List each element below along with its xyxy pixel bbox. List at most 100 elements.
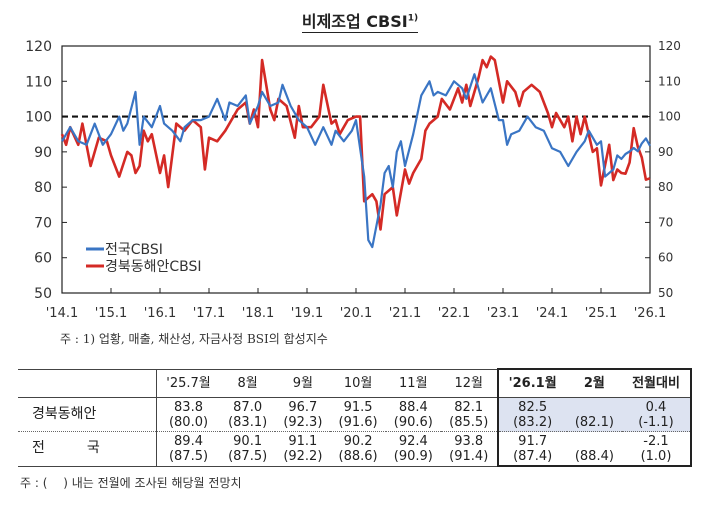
x-tick-label: '15.1 bbox=[95, 306, 128, 321]
series-line-national bbox=[61, 73, 651, 249]
y-tick-label-right: 110 bbox=[658, 74, 681, 88]
col-header: 8월 bbox=[220, 368, 276, 398]
col-header: '25.7월 bbox=[156, 368, 221, 398]
table-cell: -2.1 (1.0) bbox=[621, 431, 693, 467]
cell-value: 83.8 bbox=[174, 399, 203, 415]
x-tick-label: '14.1 bbox=[46, 306, 79, 321]
cell-forecast: (83.1) bbox=[228, 414, 268, 430]
cell-forecast: (88.6) bbox=[338, 448, 378, 464]
y-tick-label-right: 80 bbox=[658, 180, 673, 194]
cell-value: 89.4 bbox=[174, 433, 203, 449]
y-tick-label-right: 60 bbox=[658, 251, 673, 265]
table-cell: 0.4 (-1.1) bbox=[621, 397, 693, 432]
cell-value: 91.5 bbox=[343, 399, 373, 415]
cell-forecast: (83.2) bbox=[513, 414, 553, 430]
col-header: 전월대비 bbox=[621, 368, 693, 398]
table-cell: (88.4) bbox=[566, 431, 622, 467]
col-header: 11월 bbox=[385, 368, 441, 398]
y-tick-label-right: 50 bbox=[658, 286, 673, 300]
table-cell: 90.1 (87.5) bbox=[220, 431, 276, 467]
cell-forecast: (92.2) bbox=[283, 448, 323, 464]
cell-forecast: (85.5) bbox=[449, 414, 489, 430]
table-cell: 82.5 (83.2) bbox=[496, 397, 567, 432]
chart-footnote: 주 : 1) 업황, 매출, 채산성, 자금사정 BSI의 합성지수 bbox=[60, 332, 328, 346]
cell-value: -2.1 bbox=[643, 433, 669, 449]
cell-forecast: (91.6) bbox=[338, 414, 378, 430]
y-tick-label-left: 100 bbox=[25, 110, 52, 126]
col-header: 9월 bbox=[275, 368, 331, 398]
x-tick-label: '21.1 bbox=[389, 306, 422, 321]
y-tick-label-left: 120 bbox=[25, 39, 52, 55]
cell-forecast: (87.5) bbox=[168, 448, 209, 464]
table-cell: 83.8 (80.0) bbox=[156, 397, 221, 432]
cell-forecast: (90.9) bbox=[393, 448, 433, 464]
cell-value: 88.4 bbox=[398, 399, 428, 415]
cell-forecast: (1.0) bbox=[640, 448, 672, 464]
data-table: '25.7월 8월 9월 10월 11월 12월 '26.1월 2월 전월대비 … bbox=[18, 368, 693, 467]
y-tick-label-left: 50 bbox=[34, 286, 52, 302]
col-header: '26.1월 bbox=[496, 368, 567, 398]
cell-value: 91.7 bbox=[518, 433, 548, 449]
table-cell: 96.7 (92.3) bbox=[275, 397, 331, 432]
table-header-row: '25.7월 8월 9월 10월 11월 12월 '26.1월 2월 전월대비 bbox=[18, 368, 693, 398]
table-cell: 91.1 (92.2) bbox=[275, 431, 331, 467]
x-tick-label: '23.1 bbox=[487, 306, 520, 321]
line-chart: 50 50 60 60 70 70 80 80 90 90 100 100 110 110 120 120 '1… bbox=[25, 39, 681, 321]
col-header: 12월 bbox=[440, 368, 498, 398]
cell-value: 0.4 bbox=[645, 399, 667, 415]
table-cell: 82.1 (85.5) bbox=[440, 397, 498, 432]
x-tick-label: '18.1 bbox=[242, 306, 275, 321]
x-tick-label: '26.1 bbox=[634, 306, 667, 321]
row-label: 전 국 bbox=[18, 431, 157, 467]
x-tick-label: '16.1 bbox=[144, 306, 177, 321]
cell-forecast: (87.4) bbox=[513, 448, 553, 464]
y-tick-label-left: 70 bbox=[34, 215, 52, 231]
x-tick-label: '22.1 bbox=[438, 306, 471, 321]
row-label: 경북동해안 bbox=[18, 397, 157, 432]
y-tick-label-right: 70 bbox=[658, 215, 673, 229]
header-blank bbox=[18, 368, 157, 398]
cell-forecast: (82.1) bbox=[574, 414, 614, 430]
cell-value: 90.2 bbox=[343, 433, 373, 449]
cell-forecast: (80.0) bbox=[168, 414, 209, 430]
y-tick-label-right: 100 bbox=[658, 110, 681, 124]
x-tick-label: '17.1 bbox=[193, 306, 226, 321]
x-tick-label: '20.1 bbox=[340, 306, 373, 321]
table-cell: 90.2 (88.6) bbox=[330, 431, 386, 467]
col-header: 10월 bbox=[330, 368, 386, 398]
chart-title: 비제조업 CBSI1) bbox=[301, 12, 419, 33]
table-cell: 88.4 (90.6) bbox=[385, 397, 441, 432]
cell-value: 93.8 bbox=[454, 433, 484, 449]
cell-forecast: (91.4) bbox=[449, 448, 489, 464]
cell-forecast: (90.6) bbox=[393, 414, 433, 430]
cell-value bbox=[567, 400, 622, 415]
legend-label: 경북동해안CBSI bbox=[105, 259, 202, 275]
y-tick-label-left: 60 bbox=[34, 251, 52, 267]
cell-forecast: (-1.1) bbox=[638, 414, 674, 430]
table-row: 전 국 89.4 (87.5) 90.1 (87.5) 91.1 (92.2) 90.2 (88… bbox=[18, 431, 693, 467]
cell-value: 92.4 bbox=[398, 433, 428, 449]
x-tick-label: '24.1 bbox=[536, 306, 569, 321]
cell-value: 96.7 bbox=[288, 399, 318, 415]
y-tick-label-right: 120 bbox=[658, 39, 681, 53]
cell-value bbox=[567, 434, 622, 449]
legend-label: 전국CBSI bbox=[105, 242, 163, 258]
table-cell: 93.8 (91.4) bbox=[440, 431, 498, 467]
cell-forecast: (87.5) bbox=[228, 448, 268, 464]
cell-value: 82.1 bbox=[454, 399, 484, 415]
table-row: 경북동해안 83.8 (80.0) 87.0 (83.1) 96.7 (92.3) 91.5(… bbox=[18, 397, 693, 432]
table-cell: (82.1) bbox=[566, 397, 622, 432]
cell-value: 82.5 bbox=[518, 399, 548, 415]
cell-value: 91.1 bbox=[288, 433, 318, 449]
table-footnote: 주 : ( ) 내는 전월에 조사된 해당월 전망치 bbox=[20, 476, 242, 490]
table-cell: 87.0 (83.1) bbox=[220, 397, 276, 432]
cell-value: 87.0 bbox=[233, 399, 263, 415]
x-tick-label: '25.1 bbox=[585, 306, 618, 321]
series-line-gyeongbuk bbox=[60, 55, 651, 231]
cell-value: 90.1 bbox=[233, 433, 263, 449]
y-tick-label-left: 110 bbox=[25, 74, 52, 90]
y-tick-label-left: 80 bbox=[34, 180, 52, 196]
table-cell: 91.7 (87.4) bbox=[496, 431, 567, 467]
table-cell: 89.4 (87.5) bbox=[156, 431, 221, 467]
